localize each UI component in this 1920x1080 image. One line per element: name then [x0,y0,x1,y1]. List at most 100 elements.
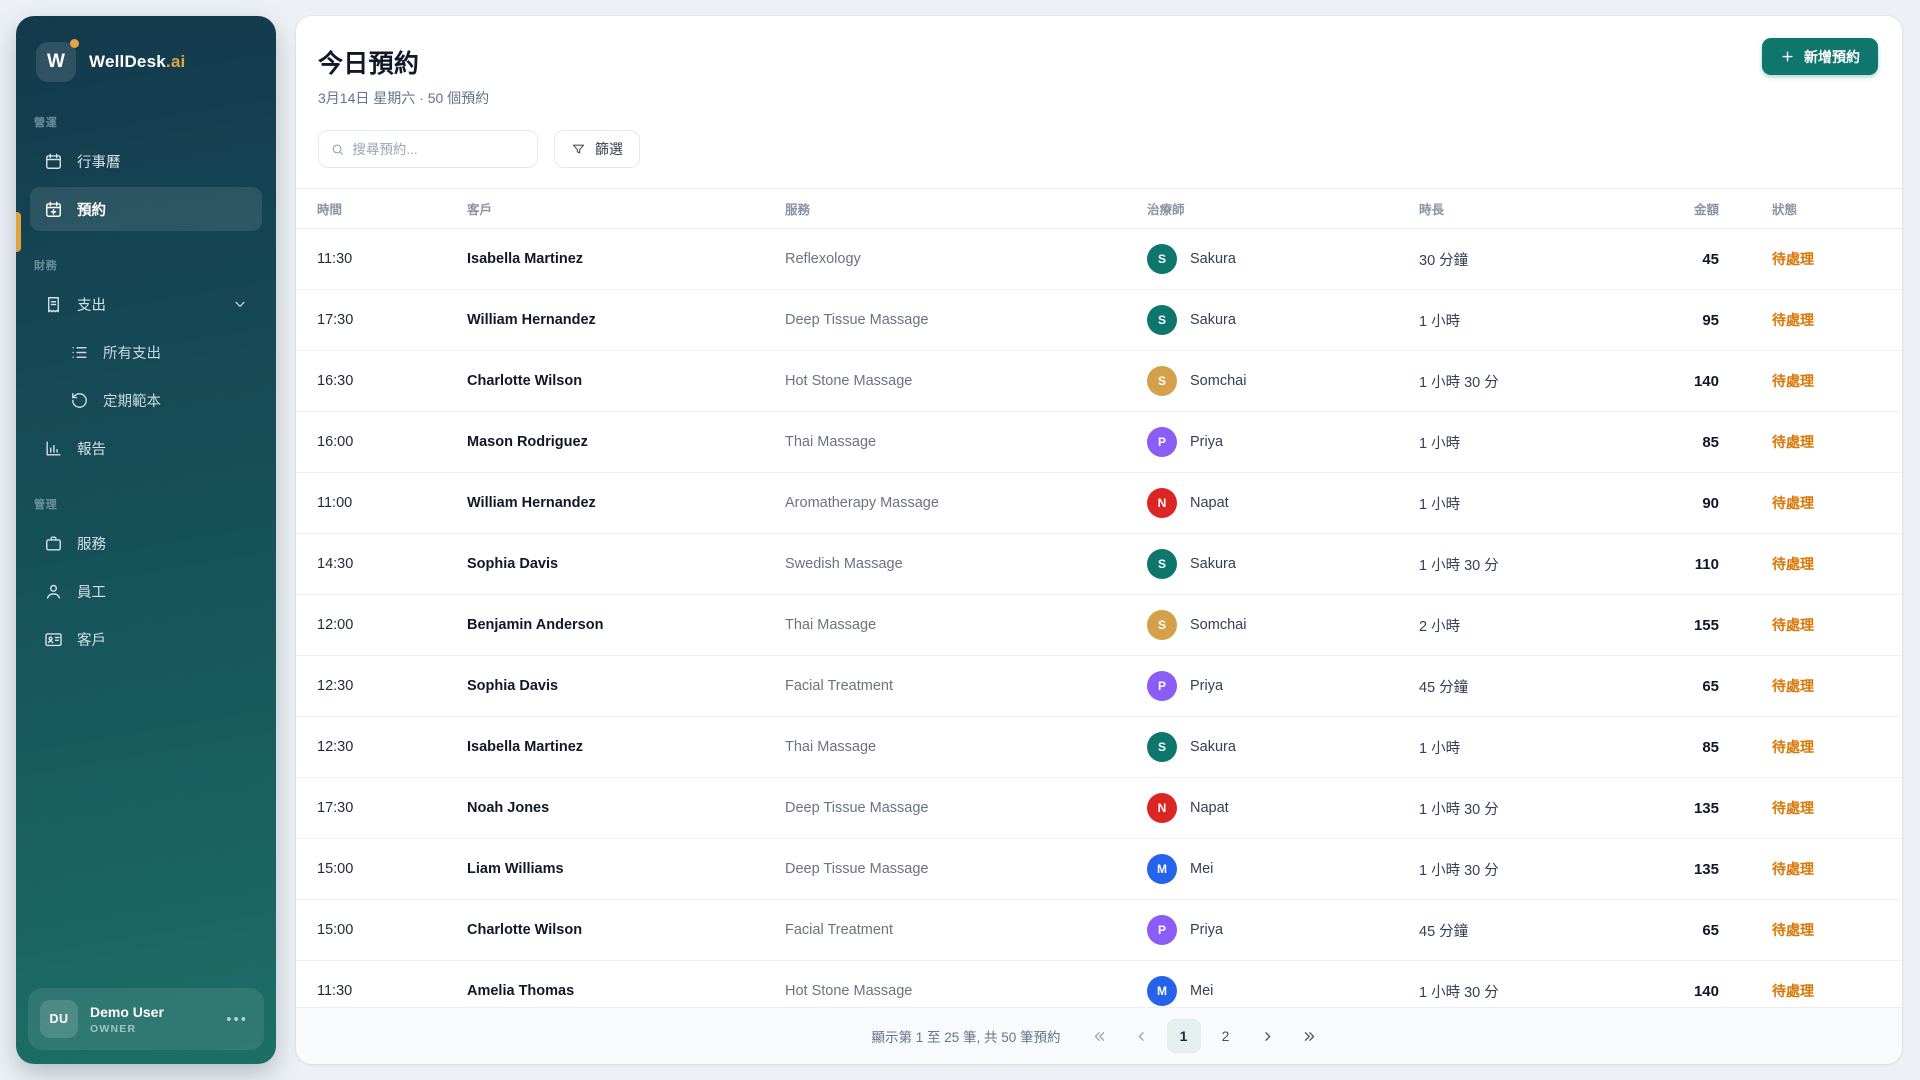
therapist-avatar: N [1147,488,1177,518]
new-appointment-label: 新增預約 [1804,48,1860,65]
appointment-time: 15:00 [317,861,354,877]
appointment-row[interactable]: 12:00 Benjamin Anderson Thai Massage S Somch… [296,595,1902,656]
customer-name: Isabella Martinez [467,739,584,755]
sidebar-item-服務[interactable]: 服務 [30,521,262,565]
appointment-row[interactable]: 14:30 Sophia Davis Swedish Massage S Sakura 1… [296,534,1902,595]
sidebar-item-所有支出[interactable]: 所有支出 [30,330,262,374]
service-name: Thai Massage [785,739,877,755]
therapist-cell: M Mei [1147,854,1419,884]
appointment-time: 14:30 [317,556,354,572]
appointment-time: 12:00 [317,617,354,633]
status-badge: 待處理 [1772,739,1814,755]
sidebar-item-支出[interactable]: 支出 [30,282,262,326]
appointment-row[interactable]: 11:00 William Hernandez Aromatherapy Massa… [296,473,1902,534]
filter-button[interactable]: 篩選 [554,130,640,168]
therapist-name: Napat [1190,800,1229,816]
therapist-cell: P Priya [1147,427,1419,457]
sidebar-nav: 營運 行事曆 預約 財務 支出 所有支出 定期範本 報告 管理 服務 員工 客戶 [16,114,276,661]
first-page-button[interactable] [1083,1019,1117,1053]
customer-name: Sophia Davis [467,556,559,572]
toolbar: 篩選 [318,130,1874,168]
new-appointment-button[interactable]: 新增預約 [1762,38,1878,75]
sidebar-item-報告[interactable]: 報告 [30,426,262,470]
therapist-name: Sakura [1190,251,1236,267]
refresh-icon [70,391,89,410]
amount: 110 [1694,555,1719,573]
sidebar-item-定期範本[interactable]: 定期範本 [30,378,262,422]
table-header-row: 時間 客戶 服務 治療師 時長 金額 狀態 [296,188,1902,229]
plus-icon [1782,51,1793,62]
amount: 140 [1693,982,1719,1000]
main-panel: 今日預約 3月14日 星期六 · 50 個預約 篩選 新增預約 時間 客戶 服務 治療… [296,16,1902,1064]
appointment-row[interactable]: 16:30 Charlotte Wilson Hot Stone Massage S S… [296,351,1902,412]
duration: 30 分鐘 [1419,252,1469,269]
sidebar-item-員工[interactable]: 員工 [30,569,262,613]
sidebar-item-label: 員工 [77,584,106,601]
appointment-row[interactable]: 12:30 Sophia Davis Facial Treatment P Priya 4… [296,656,1902,717]
sidebar-item-預約[interactable]: 預約 [30,187,262,231]
therapist-avatar: M [1147,976,1177,1006]
therapist-name: Priya [1190,678,1224,694]
search-input[interactable] [352,141,525,157]
next-page-button[interactable] [1251,1019,1285,1053]
appointment-row[interactable]: 11:30 Amelia Thomas Hot Stone Massage M Mei 1… [296,961,1902,1022]
service-name: Deep Tissue Massage [785,861,929,877]
customer-name: William Hernandez [467,495,596,511]
search-icon [332,143,343,155]
therapist-cell: P Priya [1147,915,1419,945]
duration: 1 小時 30 分 [1419,862,1499,879]
therapist-cell: S Somchai [1147,610,1419,640]
page-subtitle: 3月14日 星期六 · 50 個預約 [318,90,490,106]
therapist-name: Napat [1190,495,1229,511]
search-box[interactable] [318,130,538,168]
appointment-row[interactable]: 15:00 Charlotte Wilson Facial Treatment P Pr… [296,900,1902,961]
therapist-cell: S Sakura [1147,305,1419,335]
appointment-row[interactable]: 17:30 William Hernandez Deep Tissue Massag… [296,290,1902,351]
sidebar-item-行事曆[interactable]: 行事曆 [30,139,262,183]
appointment-row[interactable]: 16:00 Mason Rodriguez Thai Massage P Priya 1 … [296,412,1902,473]
customer-name: Charlotte Wilson [467,373,583,389]
therapist-name: Priya [1190,434,1224,450]
previous-page-button[interactable] [1125,1019,1159,1053]
amount: 65 [1702,921,1719,939]
service-name: Facial Treatment [785,922,893,938]
column-header: 時長 [1419,203,1445,217]
appointment-row[interactable]: 17:30 Noah Jones Deep Tissue Massage N Napat… [296,778,1902,839]
page-button-1[interactable]: 1 [1166,1019,1201,1053]
status-badge: 待處理 [1772,495,1814,511]
column-header: 時間 [317,203,343,217]
appointment-time: 11:30 [317,983,353,999]
appointment-row[interactable]: 11:30 Isabella Martinez Reflexology S Sakura… [296,229,1902,290]
user-card[interactable]: DU Demo User OWNER ••• [28,988,264,1050]
appointment-row[interactable]: 15:00 Liam Williams Deep Tissue Massage M Me… [296,839,1902,900]
amount: 155 [1693,616,1719,634]
duration: 45 分鐘 [1419,923,1469,940]
last-page-button[interactable] [1293,1019,1327,1053]
therapist-avatar: P [1147,915,1177,945]
therapist-avatar: S [1147,549,1177,579]
sidebar-item-客戶[interactable]: 客戶 [30,617,262,661]
duration: 1 小時 30 分 [1419,557,1499,574]
customer-name: Mason Rodriguez [467,434,588,450]
amount: 135 [1693,799,1719,817]
column-header: 服務 [785,203,811,217]
therapist-name: Sakura [1190,556,1236,572]
service-name: Thai Massage [785,617,877,633]
active-nav-indicator [16,212,21,252]
duration: 2 小時 [1419,618,1461,635]
therapist-name: Sakura [1190,312,1236,328]
amount: 95 [1702,311,1719,329]
filter-label: 篩選 [595,141,623,157]
page-button-2[interactable]: 2 [1209,1019,1243,1053]
status-badge: 待處理 [1772,617,1814,633]
appointment-row[interactable]: 12:30 Isabella Martinez Thai Massage S Sakur… [296,717,1902,778]
therapist-avatar: S [1147,366,1177,396]
user-menu-button[interactable]: ••• [226,1010,248,1028]
therapist-cell: S Sakura [1147,549,1419,579]
column-header: 客戶 [467,203,493,217]
status-badge: 待處理 [1772,556,1814,572]
therapist-name: Priya [1190,922,1224,938]
nav-section-label: 管理 [34,499,58,511]
